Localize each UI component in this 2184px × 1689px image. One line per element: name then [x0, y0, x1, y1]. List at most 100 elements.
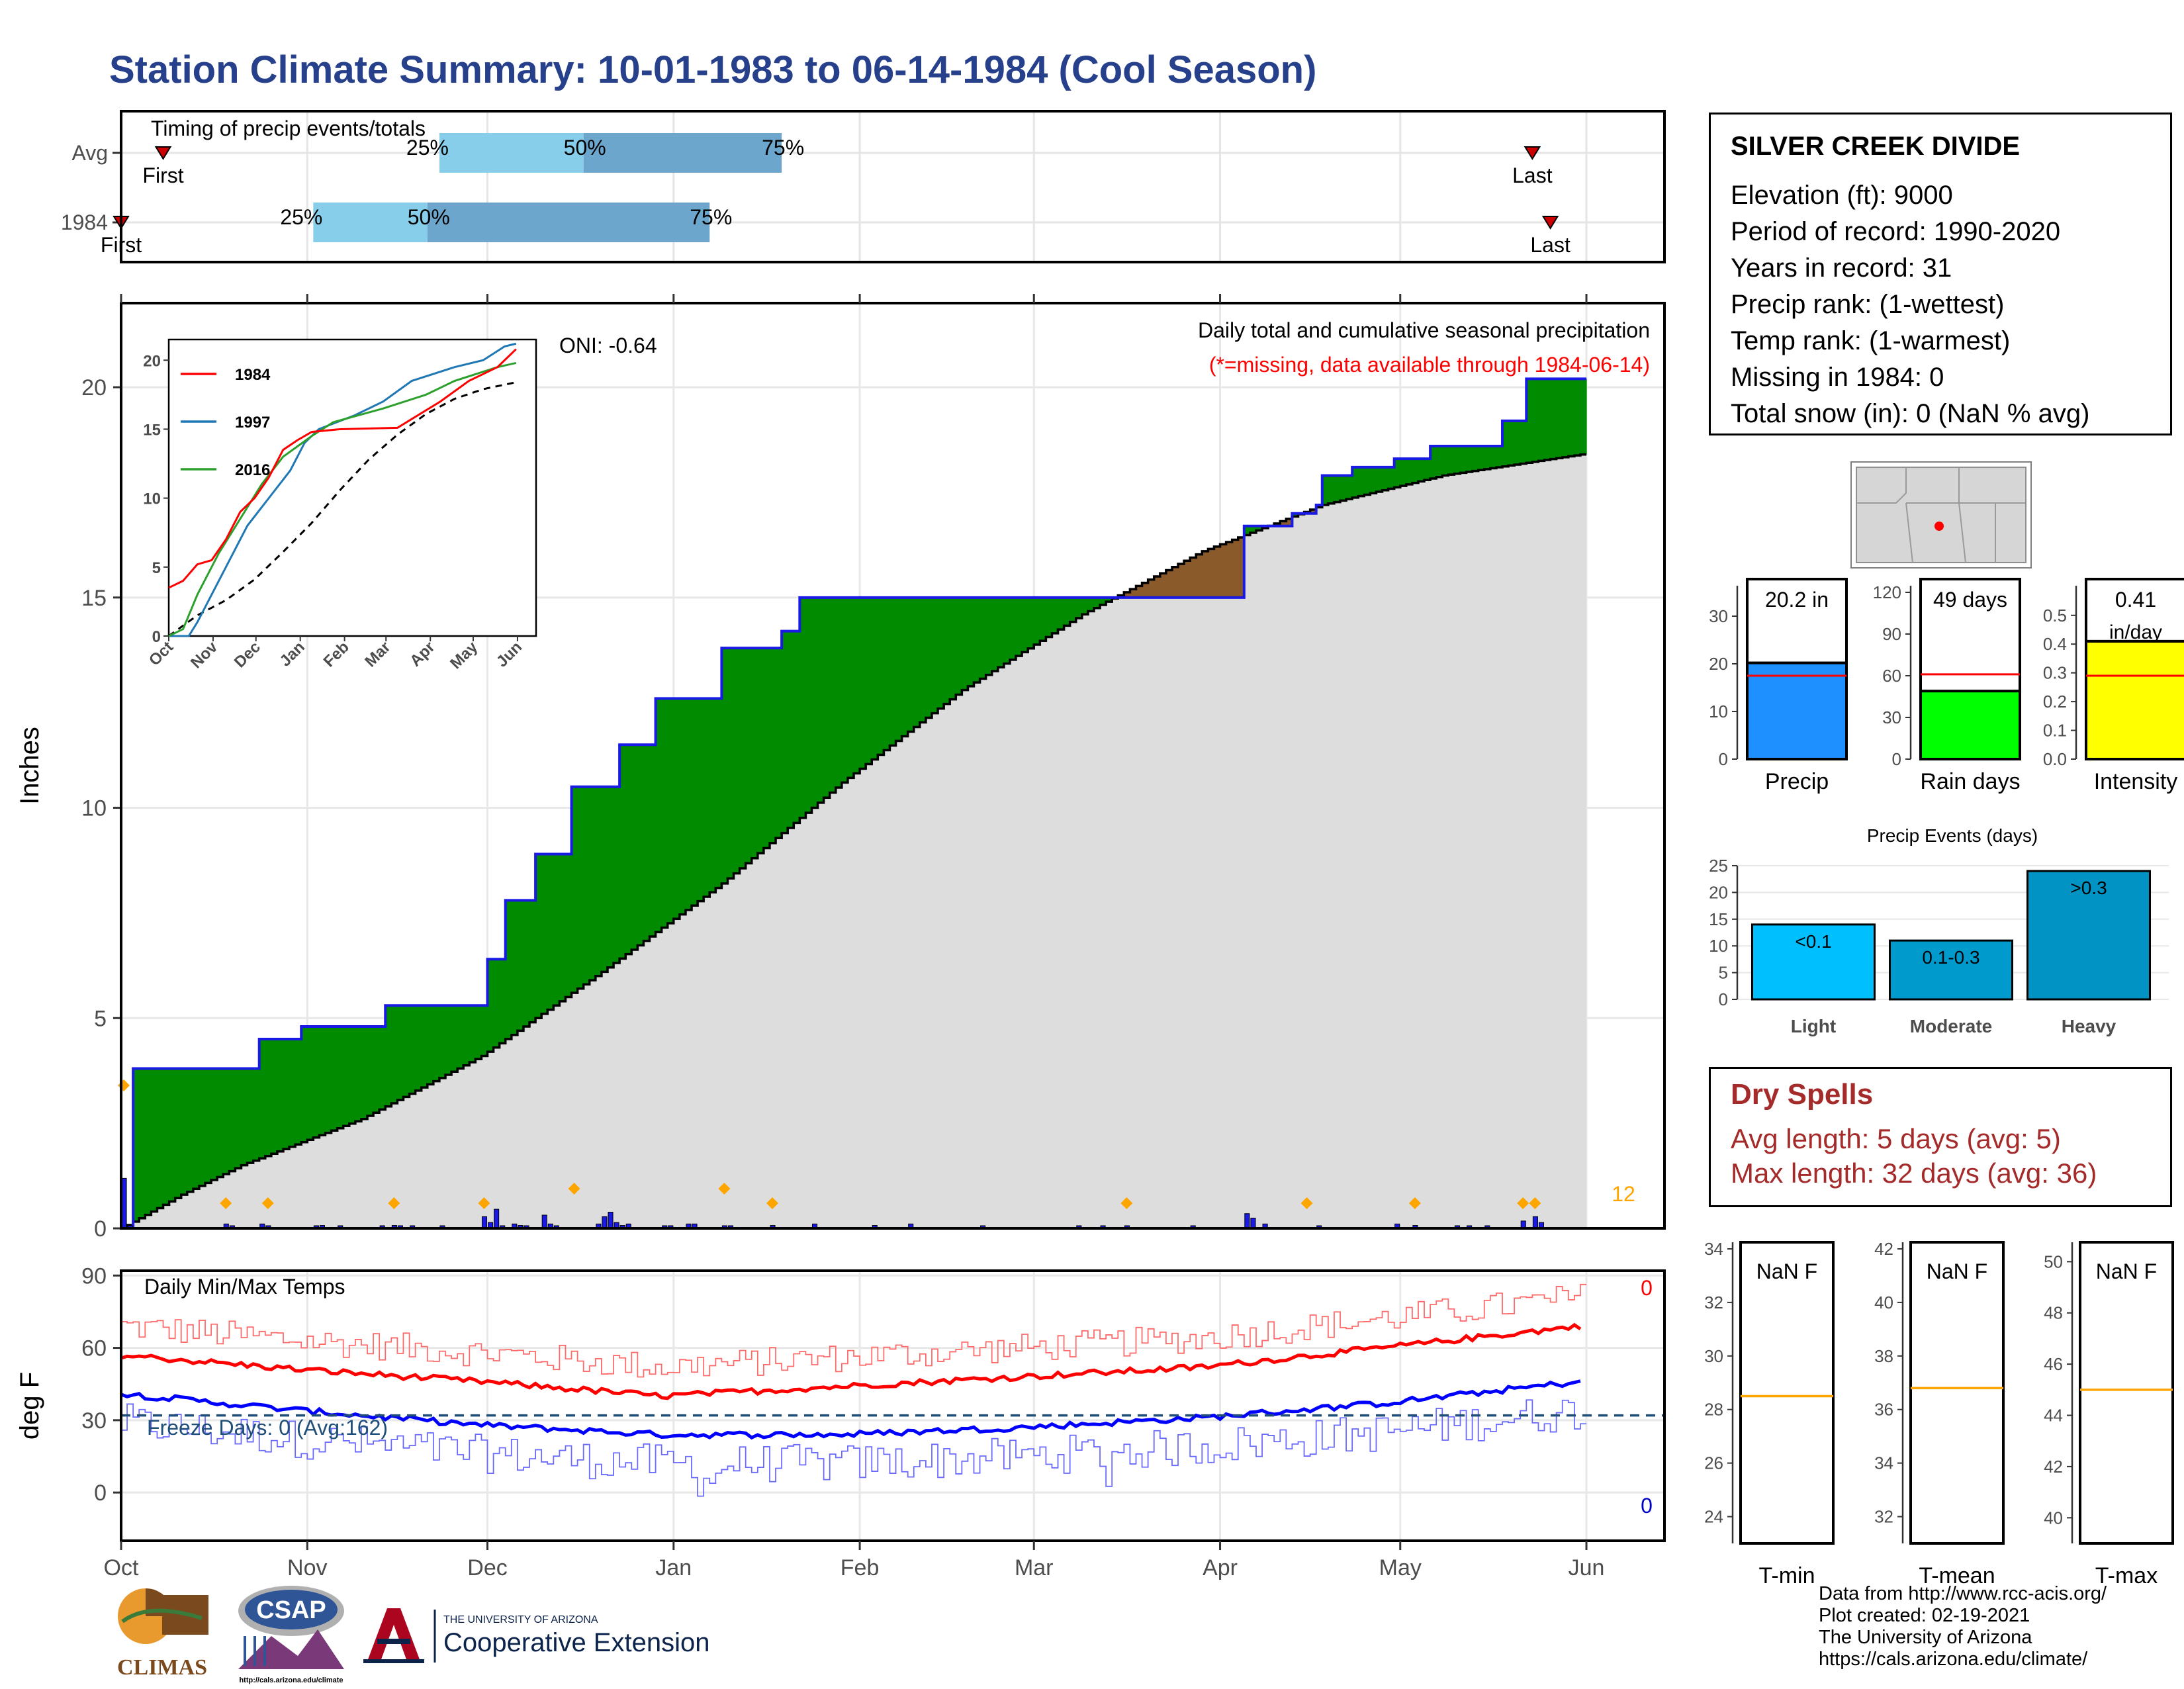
- main-ytick-label: 15: [81, 586, 107, 611]
- precip-diff-bar: [662, 698, 668, 927]
- quartile-bar-25-50: [439, 133, 584, 173]
- precip-diff-bar: [1545, 379, 1551, 460]
- precip-diff-bar: [1418, 459, 1425, 481]
- precip-diff-bar: [674, 698, 680, 919]
- precip-diff-bar: [1538, 379, 1545, 461]
- daily-precip-bar: [1251, 1218, 1255, 1228]
- precip-diff-bar: [1052, 598, 1058, 633]
- precip-diff-bar: [650, 745, 657, 936]
- main-ylabel: Inches: [15, 727, 44, 805]
- daily-precip-bar: [1245, 1214, 1250, 1228]
- month-tick-label: Nov: [287, 1555, 327, 1580]
- freeze-days-label: Freeze Days: 0 (Avg:162): [147, 1416, 388, 1439]
- precip-diff-bar: [307, 1027, 314, 1140]
- precip-diff-bar: [1484, 446, 1491, 469]
- main-ytick-label: 10: [81, 796, 107, 821]
- precip-diff-bar: [163, 1069, 170, 1205]
- daily-precip-bar: [122, 1178, 126, 1228]
- precip-diff-bar: [1340, 476, 1347, 501]
- svg-text:http://cals.arizona.edu/climat: http://cals.arizona.edu/climate: [239, 1676, 343, 1684]
- precip-diff-bar: [1383, 467, 1389, 490]
- precip-diff-bar: [1226, 542, 1233, 598]
- precip-diff-bar: [950, 598, 956, 700]
- precip-diff-bar: [692, 698, 698, 905]
- quartile-bar-50-75: [428, 203, 709, 242]
- precip-diff-bar: [938, 598, 944, 709]
- precip-note: Daily total and cumulative seasonal prec…: [1198, 318, 1650, 342]
- quartile-label: 25%: [406, 136, 449, 160]
- quartile-label: 50%: [564, 136, 606, 160]
- station-period: Period of record: 1990-2020: [1731, 214, 2150, 250]
- temp-title: Daily Min/Max Temps: [144, 1275, 345, 1299]
- precip-diff-bar: [1520, 421, 1527, 464]
- event-marker-label: Last: [1512, 163, 1553, 187]
- precip-diff-bar: [758, 648, 764, 853]
- tbox-frame: [1911, 1242, 2003, 1543]
- precip-diff-bar: [1004, 598, 1011, 664]
- events-title: Precip Events (days): [1867, 825, 2038, 846]
- precip-diff-bar: [1563, 379, 1569, 457]
- precip-diff-bar: [884, 598, 890, 751]
- precip-diff-bar: [1514, 421, 1521, 465]
- precip-diff-bar: [1532, 379, 1539, 461]
- precip-diff-bar: [1400, 459, 1407, 486]
- precip-diff-bar: [326, 1027, 332, 1133]
- precip-diff-bar: [866, 598, 872, 764]
- precip-diff-bar: [932, 598, 938, 713]
- precip-diff-bar: [824, 598, 831, 798]
- mini-value-label: 49 days: [1933, 588, 2007, 612]
- precip-diff-bar: [956, 598, 962, 695]
- precip-diff-bar: [211, 1069, 218, 1180]
- precip-diff-bar: [433, 1005, 440, 1081]
- precip-diff-bar: [968, 598, 974, 686]
- daily-precip-bar: [1533, 1216, 1537, 1228]
- precip-diff-bar: [355, 1027, 362, 1121]
- precip-diff-bar: [235, 1069, 242, 1169]
- precip-diff-bar: [625, 745, 632, 954]
- tbox-ytick-label: 48: [2044, 1303, 2063, 1323]
- tbox-frame: [1741, 1242, 1833, 1543]
- precip-diff-bar: [1208, 549, 1214, 597]
- month-tick-label: Oct: [104, 1555, 139, 1580]
- precip-diff-bar: [1574, 379, 1581, 455]
- dry-spells-title: Dry Spells: [1731, 1078, 2150, 1111]
- mini-ytick-label: 0: [1892, 749, 1901, 769]
- precip-diff-bar: [500, 959, 506, 1043]
- credit-line: The University of Arizona: [1819, 1627, 2107, 1649]
- precip-diff-bar: [1172, 567, 1179, 598]
- precip-diff-bar: [187, 1069, 194, 1192]
- precip-diff-bar: [1328, 476, 1335, 504]
- precip-diff-bar: [518, 900, 524, 1030]
- precip-diff-bar: [1479, 446, 1485, 470]
- precip-diff-bar: [475, 1005, 482, 1059]
- tbox-ytick-label: 40: [1874, 1293, 1893, 1312]
- cold-days-count: 0: [1641, 1494, 1653, 1518]
- precip-diff-bar: [338, 1027, 344, 1128]
- precip-diff-bar: [181, 1069, 188, 1195]
- precip-diff-bar: [854, 598, 860, 774]
- precip-diff-bar: [878, 598, 884, 755]
- mini-value-bar: [1921, 691, 2020, 759]
- event-bar-label: <0.1: [1795, 931, 1831, 952]
- precip-diff-bar: [584, 787, 590, 985]
- precip-diff-bar: [169, 1069, 176, 1202]
- mini-ytick-label: 0.2: [2043, 692, 2067, 711]
- precip-diff-bar: [1370, 467, 1377, 493]
- precip-diff-bar: [908, 598, 915, 732]
- credit-line: https://cals.arizona.edu/climate/: [1819, 1649, 2107, 1670]
- precip-diff-bar: [253, 1069, 260, 1161]
- precip-diff-bar: [590, 787, 596, 980]
- precip-diff-bar: [896, 598, 903, 741]
- tbox-ytick-label: 30: [1704, 1346, 1723, 1366]
- dry-spells-max: Max length: 32 days (avg: 36): [1731, 1156, 2150, 1191]
- precip-diff-bar: [1442, 446, 1449, 475]
- station-precip-rank: Precip rank: (1-wettest): [1731, 287, 2150, 323]
- precip-diff-bar: [529, 900, 536, 1022]
- precip-diff-bar: [1016, 598, 1023, 656]
- events-ytick-label: 5: [1719, 963, 1728, 983]
- precip-diff-bar: [1508, 421, 1515, 465]
- mini-value-bar: [1747, 663, 1846, 759]
- precip-diff-bar: [1178, 564, 1185, 598]
